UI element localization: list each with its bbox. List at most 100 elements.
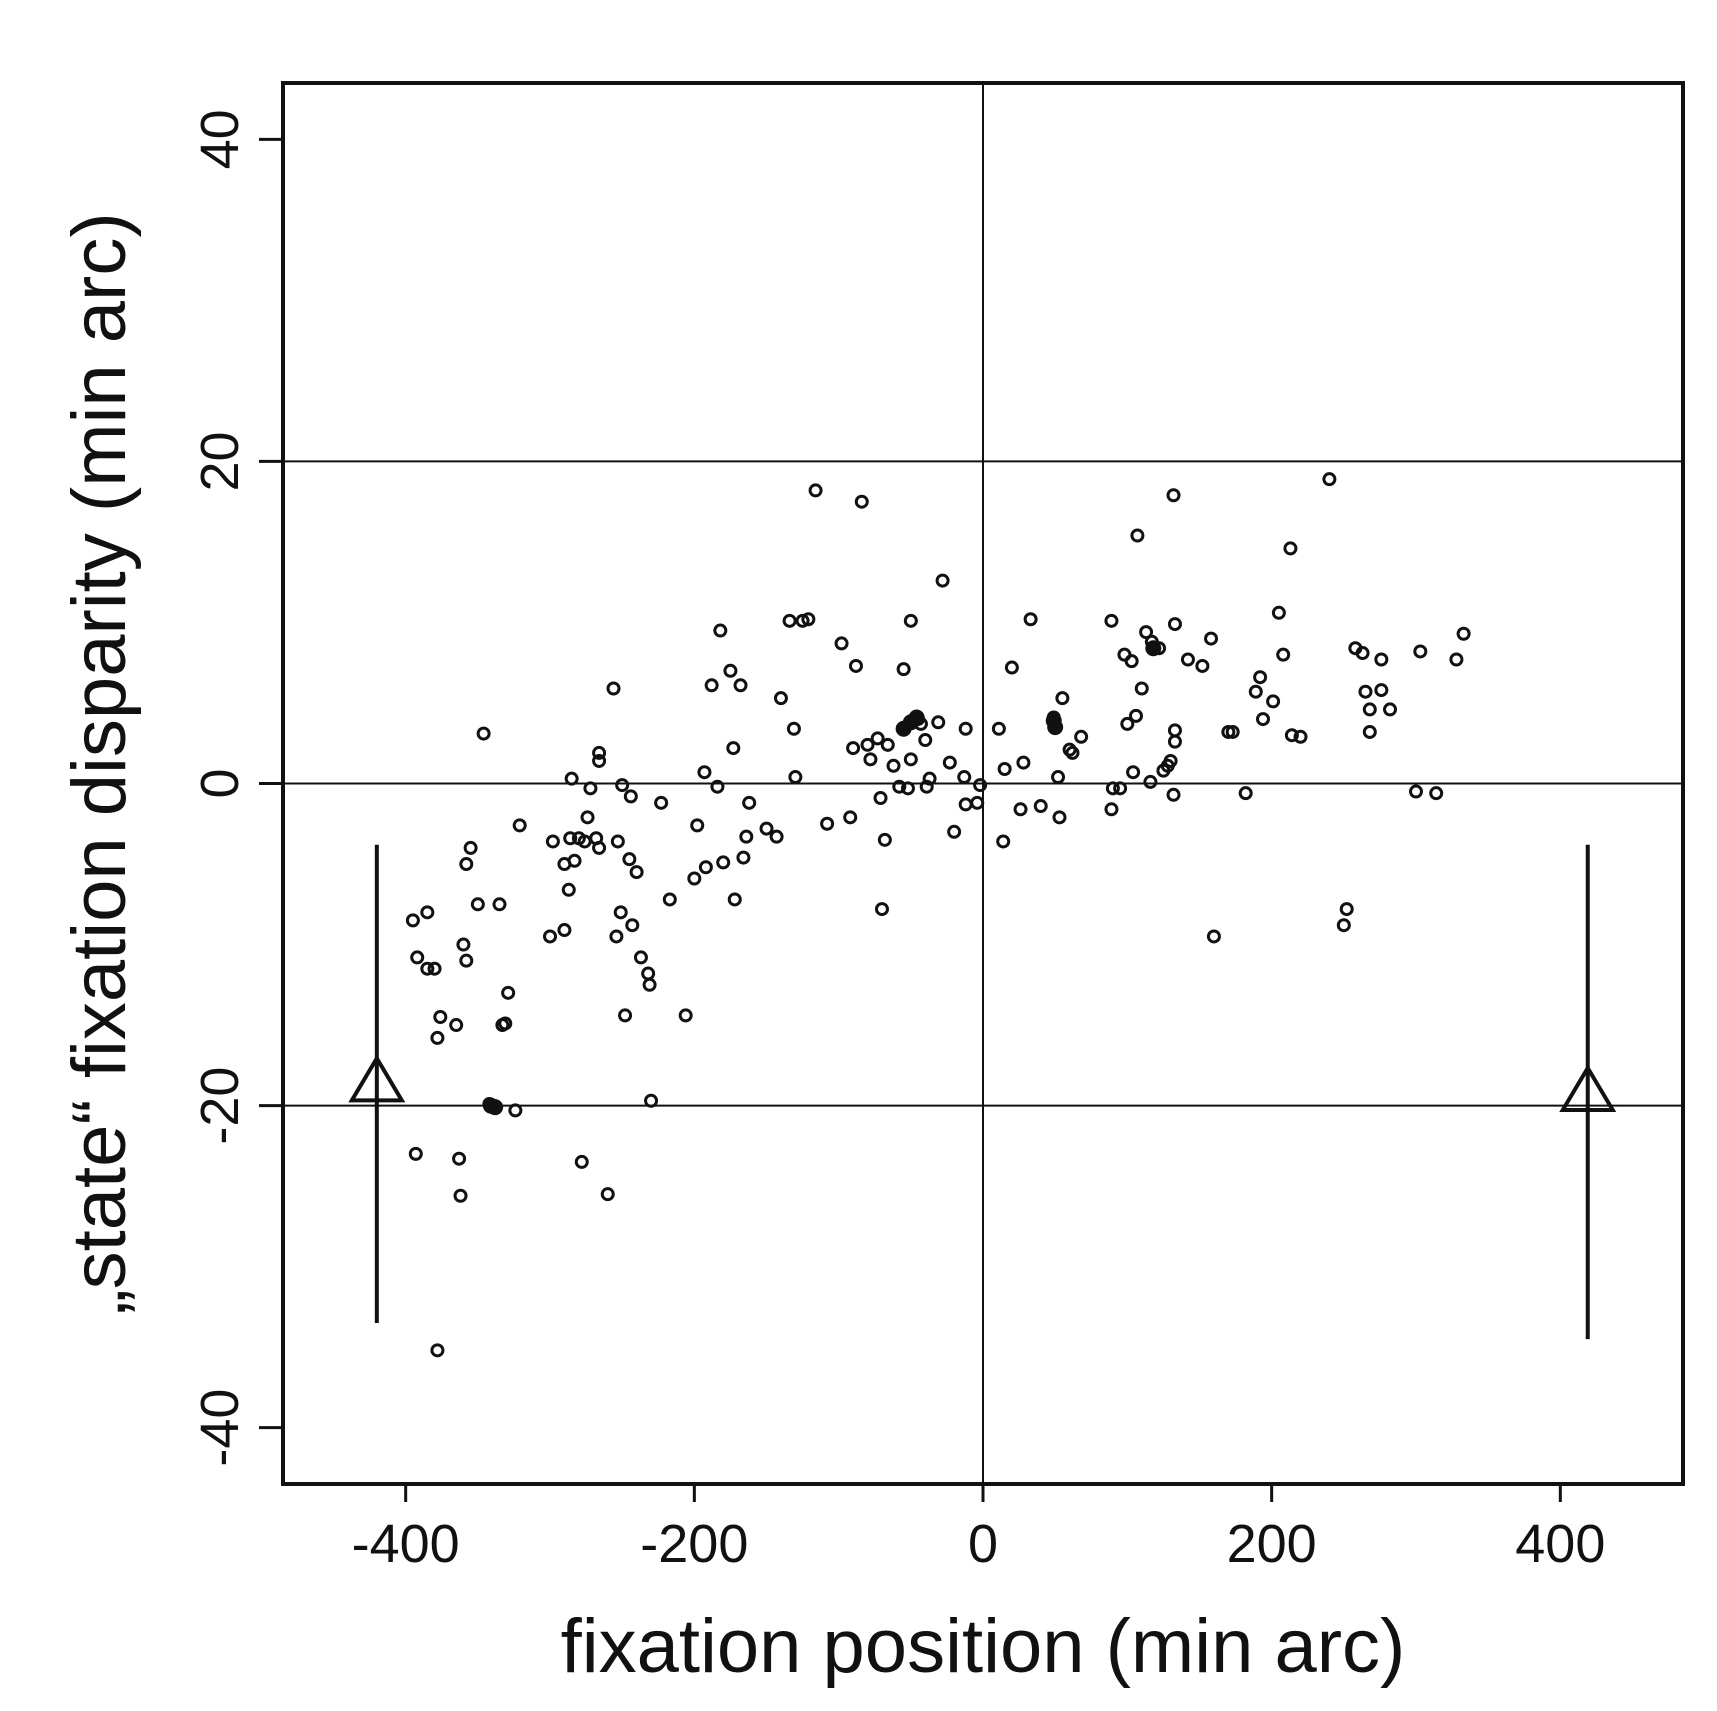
data-point bbox=[1449, 652, 1464, 667]
data-point bbox=[618, 1008, 633, 1023]
data-point bbox=[452, 1151, 467, 1166]
data-point bbox=[848, 658, 863, 673]
data-point bbox=[697, 765, 712, 780]
y-tick-label: -40 bbox=[190, 1389, 250, 1467]
data-point bbox=[592, 840, 607, 855]
data-point bbox=[1374, 652, 1389, 667]
data-point bbox=[1413, 644, 1428, 659]
data-point bbox=[463, 840, 478, 855]
data-point bbox=[564, 771, 579, 786]
data-point bbox=[892, 779, 907, 794]
data-point bbox=[759, 821, 774, 836]
data-point bbox=[1204, 631, 1219, 646]
data-point bbox=[1283, 541, 1298, 556]
data-point bbox=[1374, 683, 1389, 698]
data-point bbox=[1355, 646, 1370, 661]
data-point bbox=[1143, 774, 1158, 789]
data-point bbox=[1065, 745, 1080, 760]
y-tick-label: -20 bbox=[190, 1067, 250, 1145]
data-point bbox=[1130, 528, 1145, 543]
y-tick-label: 0 bbox=[190, 768, 250, 798]
data-point bbox=[615, 778, 630, 793]
data-point bbox=[557, 923, 572, 938]
data-point bbox=[405, 913, 420, 928]
data-points bbox=[405, 472, 1471, 1358]
triangle-marker bbox=[348, 1054, 406, 1103]
data-point bbox=[592, 745, 607, 760]
x-tick-label: -200 bbox=[640, 1514, 748, 1574]
data-point bbox=[922, 771, 937, 786]
data-point bbox=[860, 737, 875, 752]
data-point bbox=[1238, 786, 1253, 801]
filled-data-point bbox=[908, 709, 925, 726]
data-point bbox=[629, 865, 644, 880]
data-point bbox=[642, 977, 657, 992]
data-point bbox=[430, 1343, 445, 1358]
data-point bbox=[1139, 625, 1154, 640]
data-point bbox=[1166, 787, 1181, 802]
reference-markers bbox=[348, 844, 1617, 1340]
data-point bbox=[1167, 617, 1182, 632]
data-point bbox=[574, 1154, 589, 1169]
data-point bbox=[1134, 681, 1149, 696]
data-point bbox=[622, 852, 637, 867]
data-point bbox=[508, 1103, 523, 1118]
data-point bbox=[501, 985, 516, 1000]
data-point bbox=[545, 834, 560, 849]
data-point bbox=[492, 897, 507, 912]
y-tick-label: 40 bbox=[190, 109, 250, 169]
x-tick-label: -400 bbox=[352, 1514, 460, 1574]
data-point bbox=[820, 816, 835, 831]
data-point bbox=[997, 762, 1012, 777]
data-point bbox=[623, 789, 638, 804]
data-point bbox=[690, 818, 705, 833]
data-point bbox=[1271, 605, 1286, 620]
data-point bbox=[880, 737, 895, 752]
data-point bbox=[903, 752, 918, 767]
data-point bbox=[456, 937, 471, 952]
data-point bbox=[903, 613, 918, 628]
data-point bbox=[433, 1010, 448, 1024]
data-point bbox=[870, 731, 885, 746]
data-point bbox=[641, 966, 656, 981]
filled-data-point bbox=[1145, 640, 1162, 657]
data-point bbox=[846, 741, 861, 756]
data-point bbox=[1284, 728, 1299, 743]
data-point bbox=[420, 905, 435, 920]
data-point bbox=[733, 678, 748, 693]
x-axis: -400 -200 0 200 400 bbox=[352, 1484, 1605, 1574]
data-point bbox=[931, 715, 946, 730]
data-point bbox=[625, 918, 640, 933]
data-point bbox=[633, 950, 648, 965]
data-point bbox=[1456, 626, 1471, 641]
data-point bbox=[687, 871, 702, 886]
data-point bbox=[935, 573, 950, 588]
data-point bbox=[782, 613, 797, 628]
data-point bbox=[1383, 702, 1398, 717]
data-point bbox=[563, 831, 578, 846]
data-point bbox=[1055, 691, 1070, 706]
data-point bbox=[430, 1030, 445, 1045]
data-point bbox=[1408, 784, 1423, 799]
data-point bbox=[1339, 902, 1354, 917]
plot-frame bbox=[281, 81, 1685, 1486]
data-point bbox=[1104, 613, 1119, 628]
data-point bbox=[408, 1146, 423, 1161]
data-point bbox=[808, 483, 823, 498]
data-point bbox=[873, 790, 888, 805]
data-point bbox=[716, 855, 731, 870]
data-point bbox=[498, 1016, 513, 1031]
data-point bbox=[1195, 658, 1210, 673]
y-tick-label: 20 bbox=[190, 431, 250, 491]
data-point bbox=[1105, 781, 1120, 796]
data-point bbox=[973, 778, 988, 793]
triangle-marker bbox=[1559, 1064, 1617, 1112]
data-point bbox=[561, 882, 576, 897]
data-point bbox=[726, 741, 741, 756]
data-point bbox=[801, 612, 816, 627]
data-point bbox=[592, 753, 607, 768]
data-point bbox=[1167, 723, 1182, 738]
filled-data-point bbox=[487, 1099, 504, 1116]
data-point bbox=[1167, 734, 1182, 749]
